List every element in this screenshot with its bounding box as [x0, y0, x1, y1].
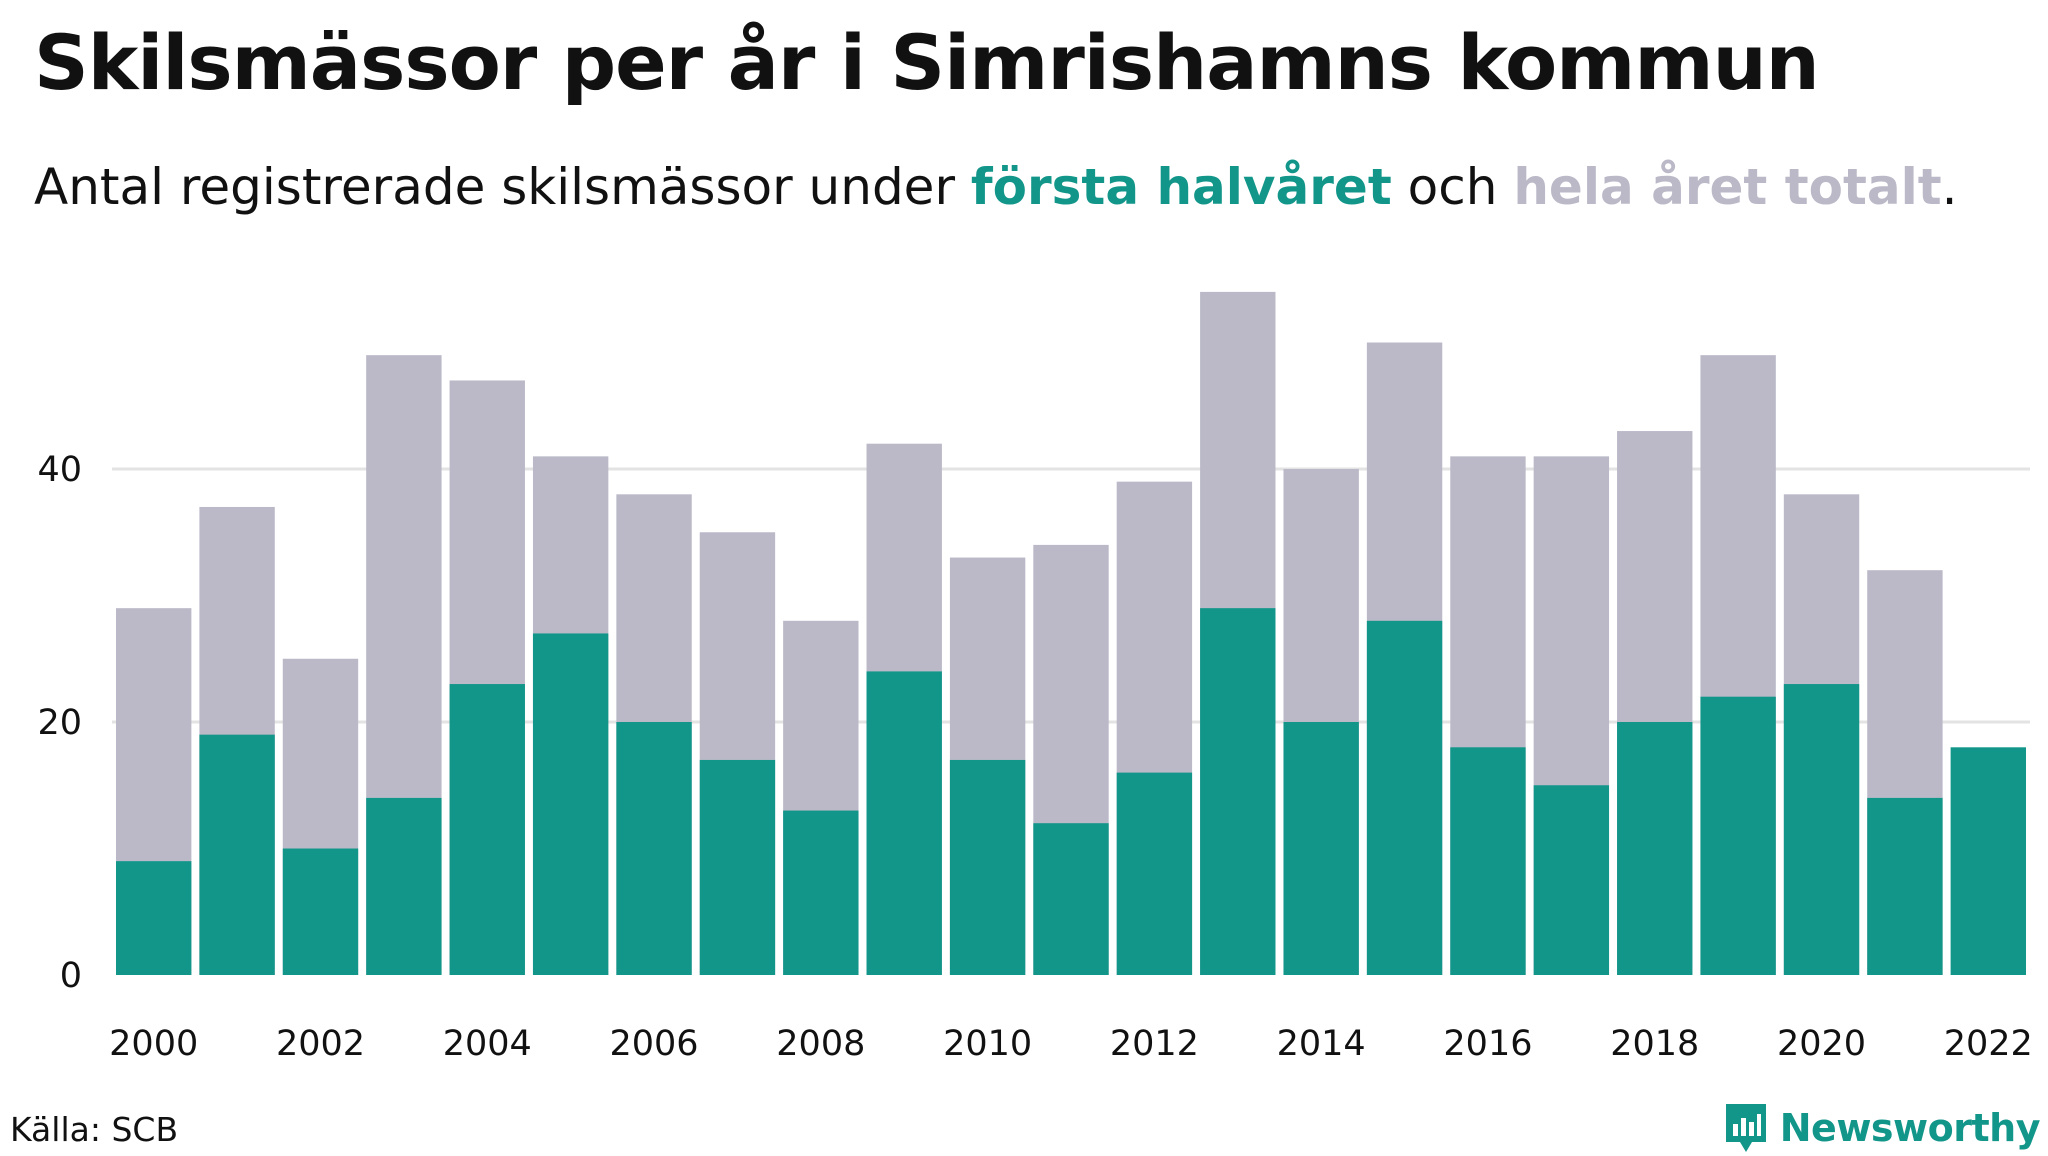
- x-tick-label-2010: 2010: [943, 1024, 1032, 1064]
- x-tick-label-2002: 2002: [276, 1024, 365, 1064]
- bar-first-half-2022: [1950, 747, 2026, 975]
- bar-first-half-2006: [616, 722, 692, 975]
- x-tick-label-2014: 2014: [1277, 1024, 1366, 1064]
- x-tick-label-2008: 2008: [776, 1024, 865, 1064]
- bar-first-half-2002: [282, 848, 359, 975]
- x-tick-label-2006: 2006: [610, 1024, 699, 1064]
- bar-first-half-2005: [532, 633, 609, 975]
- x-axis-labels: 2000 2002 2004 2006 2008 2010 2012 2014 2016 2018…: [109, 1024, 2033, 1064]
- newsworthy-logo-icon: [1725, 1104, 1766, 1152]
- subtitle-mid: och: [1391, 158, 1514, 216]
- bar-first-half-2001: [199, 734, 275, 975]
- bar-first-half-2007: [699, 759, 776, 975]
- bar-first-half-2008: [783, 810, 859, 975]
- bar-first-half-2000: [116, 861, 192, 975]
- brand-name: Newsworthy: [1779, 1106, 2041, 1150]
- bar-first-half-2011: [1033, 823, 1109, 975]
- source-note: Källa: SCB: [10, 1110, 179, 1149]
- subtitle-prefix: Antal registrerade skilsmässor under: [34, 158, 971, 216]
- bar-first-half-2010: [949, 759, 1026, 975]
- bar-first-half-2019: [1700, 696, 1776, 975]
- y-tick-label-20: 20: [37, 703, 82, 743]
- subtitle-first-half-legend: första halvåret: [970, 158, 1392, 216]
- x-tick-label-2018: 2018: [1610, 1024, 1699, 1064]
- bar-first-half-2017: [1533, 785, 1610, 975]
- bar-first-half-2021: [1867, 797, 1943, 975]
- first-half-bars: [116, 608, 2026, 975]
- x-tick-label-2012: 2012: [1110, 1024, 1199, 1064]
- brand-logo: Newsworthy: [1722, 1100, 2041, 1156]
- bar-first-half-2003: [366, 797, 442, 975]
- bar-first-half-2009: [866, 671, 942, 975]
- bar-first-half-2020: [1783, 684, 1860, 975]
- bar-first-half-2015: [1366, 620, 1443, 975]
- bar-first-half-2004: [449, 684, 525, 975]
- subtitle-full-year-legend: hela året totalt: [1513, 158, 1942, 216]
- chart-subtitle: Antal registrerade skilsmässor under för…: [34, 158, 1958, 216]
- subtitle-suffix: .: [1941, 158, 1958, 216]
- bar-first-half-2014: [1283, 722, 1359, 975]
- x-tick-label-2016: 2016: [1443, 1024, 1532, 1064]
- x-tick-label-2020: 2020: [1777, 1024, 1866, 1064]
- x-tick-label-2022: 2022: [1944, 1024, 2033, 1064]
- x-tick-label-2000: 2000: [109, 1024, 198, 1064]
- x-tick-label-2004: 2004: [443, 1024, 532, 1064]
- chart-title: Skilsmässor per år i Simrishamns kommun: [34, 18, 1820, 107]
- bar-first-half-2016: [1450, 747, 1526, 975]
- y-tick-label-40: 40: [37, 450, 82, 490]
- bar-first-half-2013: [1200, 608, 1276, 975]
- bar-first-half-2012: [1116, 772, 1193, 975]
- bar-first-half-2018: [1617, 722, 1693, 975]
- y-axis-labels: 0 20 40: [37, 450, 82, 996]
- y-tick-label-0: 0: [60, 956, 82, 996]
